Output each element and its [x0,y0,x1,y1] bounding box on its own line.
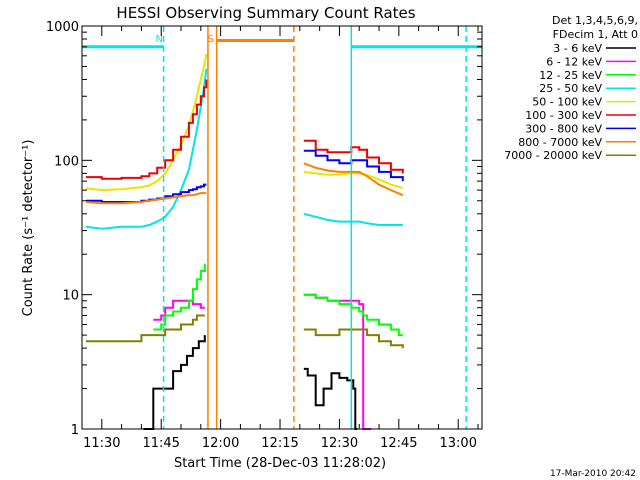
series-7000-20000-keV-kev [86,314,404,349]
plot-area [85,53,404,430]
series-line-segment [303,162,404,197]
legend: Det 1,3,4,5,6,9,FDecim 1, Att 03 - 6 keV… [504,14,638,162]
plot-timestamp: 17-Mar-2010 20:42 [550,469,636,479]
legend-label: 6 - 12 keV [546,55,602,68]
plot-frame [81,25,483,430]
series-line-segment [85,68,208,230]
x-axis-label: Start Time (28-Dec-03 11:28:02) [174,456,386,471]
legend-label: 100 - 300 keV [525,109,602,122]
series-line-segment [153,299,205,321]
x-tick-label: 11:45 [142,436,179,451]
series-line-segment [303,170,404,190]
y-axis-label-text: Count Rate (s⁻¹ detector⁻¹) [21,140,36,317]
legend-label: 12 - 25 keV [539,69,602,82]
legend-label: 300 - 800 keV [525,122,602,135]
series-line-segment [303,293,403,337]
y-tick-label: 1000 [46,20,79,35]
y-axis-label: Count Rate (s⁻¹ detector⁻¹) [21,140,36,317]
series-line-segment [303,149,404,182]
legend-label: 7000 - 20000 keV [504,149,602,162]
series-100-300-keV-kev [86,79,404,180]
series-line-segment [143,335,206,430]
series-line-segment [303,328,404,349]
series-line-segment [303,212,403,226]
annotation-label: S [208,34,214,45]
series-line-segment [153,263,206,331]
series-line-segment [85,192,207,205]
chart-title: HESSI Observing Summary Count Rates [116,4,415,22]
y-tick-label: 100 [54,154,79,169]
legend-label: 50 - 100 keV [532,96,602,109]
y-axis: 1 10 100 1000 [46,20,482,438]
legend-label: 3 - 6 keV [553,42,602,55]
series-6-12-keV-kev [153,293,372,430]
series-25-50-keV-kev [85,68,403,230]
x-tick-label: 11:30 [83,436,120,451]
series-800-7000-keV-kev [85,162,404,205]
x-tick-label: 13:00 [440,436,477,451]
series-line-segment [303,293,372,430]
series-12-25-keV-kev [153,263,403,337]
y-tick-label: 10 [62,289,79,304]
series-300-800-keV-kev [86,149,404,203]
x-tick-label: 12:15 [261,436,298,451]
series-line-segment [303,367,358,430]
series-50-100-keV-kev [85,53,404,192]
series-line-segment [86,79,208,180]
legend-label: 800 - 7000 keV [518,136,602,149]
legend-header: FDecim 1, Att 0 [553,28,638,41]
annotation-label: N [155,34,162,45]
x-tick-label: 12:45 [380,436,417,451]
x-tick-label: 12:00 [202,436,239,451]
legend-label: 25 - 50 keV [539,82,602,95]
x-axis: 11:30 11:45 12:00 12:15 12:30 12:45 13:00 [81,26,479,451]
series-line-segment [86,314,205,343]
x-tick-label: 12:30 [321,436,358,451]
legend-header: Det 1,3,4,5,6,9, [552,14,638,27]
series-line-segment [303,139,404,174]
y-tick-label: 1 [71,423,79,438]
series-3-6-keV-kev [143,335,358,430]
